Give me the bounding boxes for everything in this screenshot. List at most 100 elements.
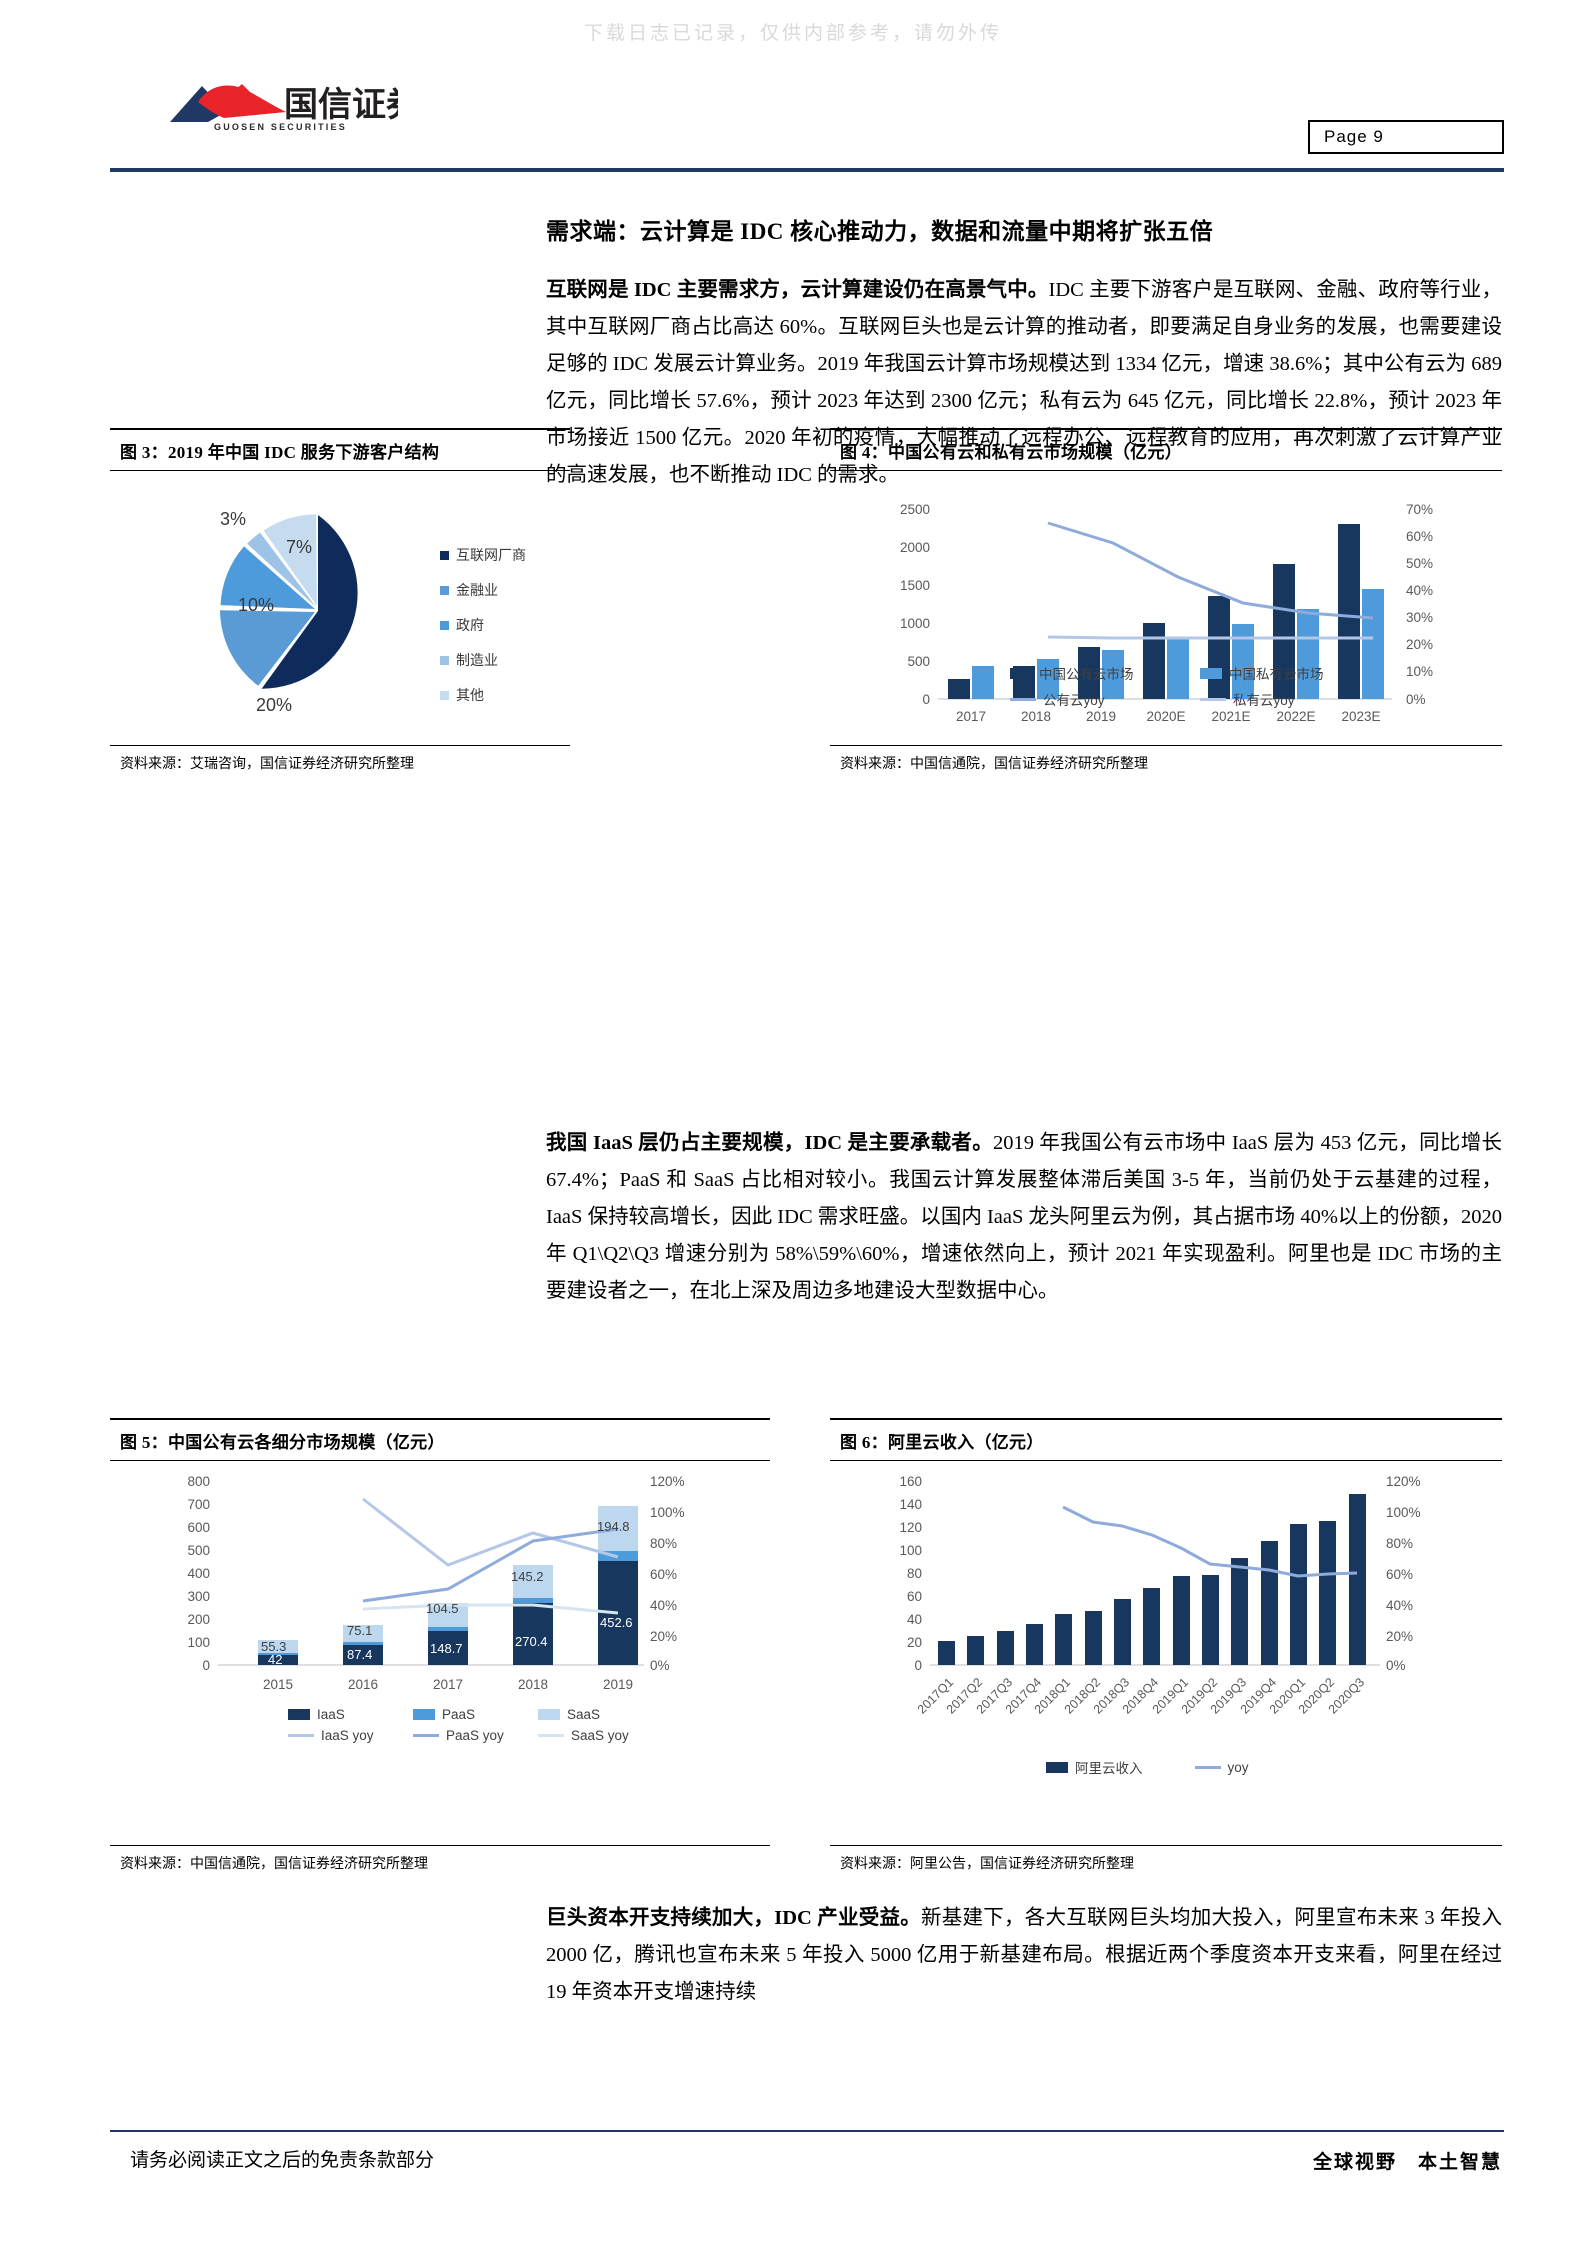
figure-4-body: 2500 2000 1500 1000 500 0 70% 60% 50% 40…	[830, 471, 1502, 745]
legend-label: PaaS	[442, 1707, 476, 1722]
svg-text:20: 20	[907, 1635, 922, 1650]
legend-label: 私有云yoy	[1233, 693, 1295, 708]
paragraph-1-lead: 互联网是 IDC 主要需求方，云计算建设仍在高景气中。	[546, 279, 1049, 301]
figure-4: 图 4：中国公有云和私有云市场规模（亿元） 2500 2000 1500 100…	[830, 428, 1502, 778]
legend-item: 互联网厂商	[440, 545, 526, 565]
footer-divider	[110, 2130, 1504, 2132]
svg-text:1500: 1500	[900, 578, 930, 593]
legend-swatch-icon	[440, 585, 449, 595]
svg-text:20%: 20%	[256, 695, 292, 715]
svg-text:200: 200	[187, 1612, 210, 1627]
legend-item: SaaS	[538, 1707, 663, 1722]
svg-text:0%: 0%	[1406, 692, 1426, 707]
figure-3-body: 60% 20% 10% 3% 7% 互联网厂商 金融业	[110, 471, 570, 745]
svg-text:500: 500	[187, 1543, 210, 1558]
legend-label: 中国私有云市场	[1229, 667, 1324, 682]
legend-item: PaaS yoy	[413, 1728, 538, 1743]
svg-text:60: 60	[907, 1589, 922, 1604]
svg-text:87.4: 87.4	[347, 1647, 372, 1662]
legend-line-icon	[1194, 1765, 1221, 1769]
svg-text:2017: 2017	[433, 1677, 463, 1692]
svg-text:0: 0	[914, 1658, 922, 1673]
footer-disclaimer: 请务必阅读正文之后的免责条款部分	[130, 2150, 435, 2171]
svg-text:194.8: 194.8	[597, 1519, 630, 1534]
page-number-label: Page 9	[1324, 127, 1384, 146]
svg-text:400: 400	[187, 1566, 210, 1581]
legend-line-icon	[1010, 697, 1036, 701]
svg-text:60%: 60%	[1386, 1567, 1413, 1582]
paragraph-3: 巨头资本开支持续加大，IDC 产业受益。新基建下，各大互联网巨头均加大投入，阿里…	[546, 1900, 1502, 2011]
watermark-text: 下载日志已记录，仅供内部参考，请勿外传	[583, 23, 1002, 44]
svg-text:80: 80	[907, 1566, 922, 1581]
legend-label: yoy	[1227, 1759, 1249, 1775]
svg-text:2018: 2018	[1021, 709, 1051, 724]
legend-item: 金融业	[440, 580, 526, 600]
legend-line-icon	[413, 1734, 439, 1737]
figure-3: 图 3：2019 年中国 IDC 服务下游客户结构 60% 20% 10	[110, 428, 570, 778]
legend-line-icon	[288, 1734, 314, 1737]
svg-text:100: 100	[187, 1635, 210, 1650]
svg-text:120%: 120%	[1386, 1474, 1421, 1489]
svg-text:700: 700	[187, 1497, 210, 1512]
svg-text:2019: 2019	[1086, 709, 1116, 724]
figure-5-caption: 图 5：中国公有云各细分市场规模（亿元）	[120, 1432, 445, 1452]
legend-item: PaaS	[413, 1707, 538, 1722]
figure-3-caption: 图 3：2019 年中国 IDC 服务下游客户结构	[120, 442, 440, 462]
svg-text:80%: 80%	[1386, 1536, 1413, 1551]
legend-label: 金融业	[456, 582, 498, 598]
legend-swatch-icon	[1200, 667, 1222, 679]
svg-text:2022E: 2022E	[1276, 709, 1315, 724]
legend-label: 政府	[456, 617, 484, 633]
legend-swatch-icon	[413, 1709, 435, 1720]
svg-text:10%: 10%	[238, 595, 274, 615]
legend-swatch-icon	[440, 655, 449, 665]
figure-6-source: 资料来源：阿里公告，国信证券经济研究所整理	[840, 1857, 1134, 1872]
svg-text:40%: 40%	[650, 1598, 677, 1613]
legend-label: SaaS yoy	[571, 1728, 629, 1743]
legend-swatch-icon	[1010, 667, 1032, 679]
legend-item: 私有云yoy	[1200, 689, 1390, 709]
figure-3-header: 图 3：2019 年中国 IDC 服务下游客户结构	[110, 428, 570, 471]
legend-item: SaaS yoy	[538, 1728, 663, 1743]
svg-text:20%: 20%	[1406, 637, 1433, 652]
svg-text:2015: 2015	[263, 1677, 293, 1692]
svg-text:国信证券: 国信证券	[284, 86, 398, 124]
figure-6-header: 图 6：阿里云收入（亿元）	[830, 1418, 1502, 1461]
legend-label: 互联网厂商	[456, 547, 526, 563]
figure-6-footer: 资料来源：阿里公告，国信证券经济研究所整理	[830, 1845, 1502, 1880]
legend-swatch-icon	[1046, 1761, 1068, 1773]
guosen-logo: 国信证券	[168, 72, 398, 128]
svg-text:2020E: 2020E	[1146, 709, 1185, 724]
legend-label: 其他	[456, 687, 484, 703]
legend-swatch-icon	[440, 690, 449, 700]
svg-text:0: 0	[202, 1658, 210, 1673]
legend-item: 中国公有云市场	[1010, 663, 1200, 683]
svg-text:2018: 2018	[518, 1677, 548, 1692]
legend-label: 制造业	[456, 652, 498, 668]
figure-5-header: 图 5：中国公有云各细分市场规模（亿元）	[110, 1418, 770, 1461]
svg-text:120%: 120%	[650, 1474, 685, 1489]
svg-text:7%: 7%	[286, 537, 312, 557]
legend-label: IaaS	[317, 1707, 345, 1722]
figure-3-legend: 互联网厂商 金融业 政府 制造业	[440, 545, 526, 720]
svg-text:2000: 2000	[900, 540, 930, 555]
page-number-box: Page 9	[1308, 120, 1504, 154]
paragraph-3-lead: 巨头资本开支持续加大，IDC 产业受益。	[546, 1907, 921, 1929]
legend-label: 阿里云收入	[1075, 1761, 1143, 1776]
svg-text:100: 100	[899, 1543, 922, 1558]
svg-text:70%: 70%	[1406, 502, 1433, 517]
figure-6: 图 6：阿里云收入（亿元） 160 140 120 100 80 60 40 2…	[830, 1418, 1502, 1878]
svg-text:270.4: 270.4	[515, 1634, 548, 1649]
svg-text:40%: 40%	[1386, 1598, 1413, 1613]
paragraph-2: 我国 IaaS 层仍占主要规模，IDC 是主要承载者。2019 年我国公有云市场…	[546, 1125, 1502, 1310]
svg-text:10%: 10%	[1406, 664, 1433, 679]
legend-label: IaaS yoy	[321, 1728, 374, 1743]
svg-text:0: 0	[922, 692, 930, 707]
svg-text:55.3: 55.3	[261, 1639, 286, 1654]
svg-text:20%: 20%	[1386, 1629, 1413, 1644]
legend-label: SaaS	[567, 1707, 601, 1722]
svg-text:300: 300	[187, 1589, 210, 1604]
svg-text:2021E: 2021E	[1211, 709, 1250, 724]
svg-text:2017: 2017	[956, 709, 986, 724]
